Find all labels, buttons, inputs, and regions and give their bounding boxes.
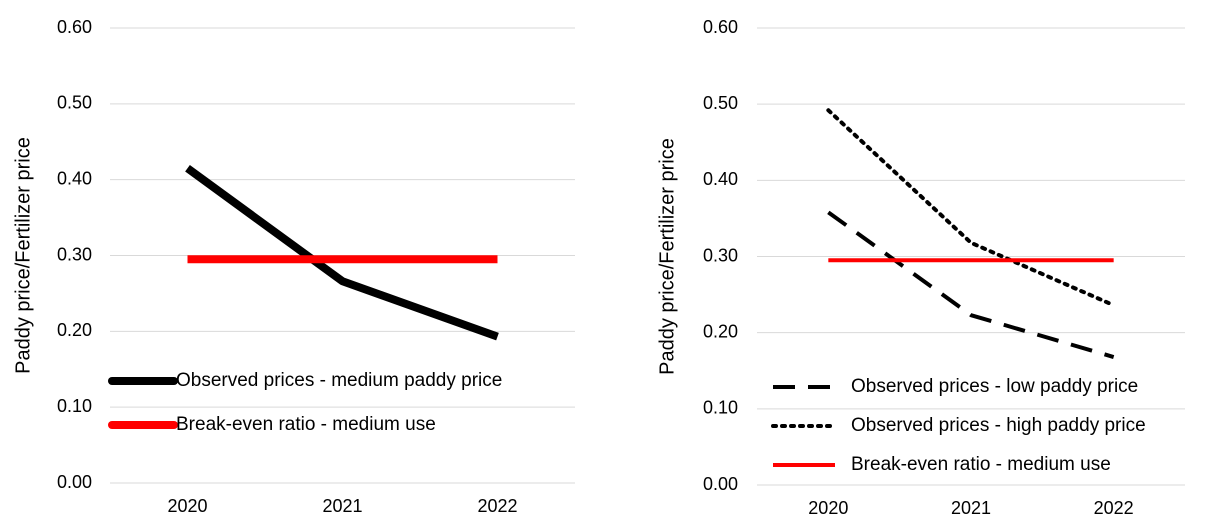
- x-tick-label: 2020: [167, 496, 207, 516]
- y-tick-label: 0.60: [703, 17, 738, 37]
- x-tick-label: 2020: [808, 498, 848, 518]
- legend-label: Observed prices - high paddy price: [851, 415, 1146, 436]
- y-tick-label: 0.20: [703, 321, 738, 341]
- legend-label: Observed prices - low paddy price: [851, 376, 1138, 397]
- y-axis-label: Paddy price/Fertilizer price: [656, 138, 678, 375]
- x-tick-label: 2021: [951, 498, 991, 518]
- line: [185, 165, 499, 341]
- legend-label: Observed prices - medium paddy price: [176, 370, 502, 391]
- y-tick-label: 0.10: [703, 398, 738, 418]
- y-tick-label: 0.60: [57, 17, 92, 37]
- legend-label: Break-even ratio - medium use: [851, 454, 1111, 475]
- line: [826, 108, 1116, 308]
- y-tick-label: 0.40: [703, 169, 738, 189]
- y-axis-label: Paddy price/Fertilizer price: [12, 137, 34, 374]
- y-tick-label: 0.00: [703, 474, 738, 494]
- legend-label: Break-even ratio - medium use: [176, 414, 436, 435]
- x-tick-label: 2022: [1094, 498, 1134, 518]
- y-tick-label: 0.40: [57, 168, 92, 188]
- y-tick-label: 0.30: [57, 244, 92, 264]
- y-tick-label: 0.50: [57, 93, 92, 113]
- y-tick-label: 0.50: [703, 93, 738, 113]
- y-tick-label: 0.20: [57, 320, 92, 340]
- y-tick-label: 0.30: [703, 245, 738, 265]
- line: [827, 210, 1115, 359]
- x-tick-label: 2021: [322, 496, 362, 516]
- y-tick-label: 0.10: [57, 396, 92, 416]
- x-tick-label: 2022: [477, 496, 517, 516]
- y-tick-label: 0.00: [57, 472, 92, 492]
